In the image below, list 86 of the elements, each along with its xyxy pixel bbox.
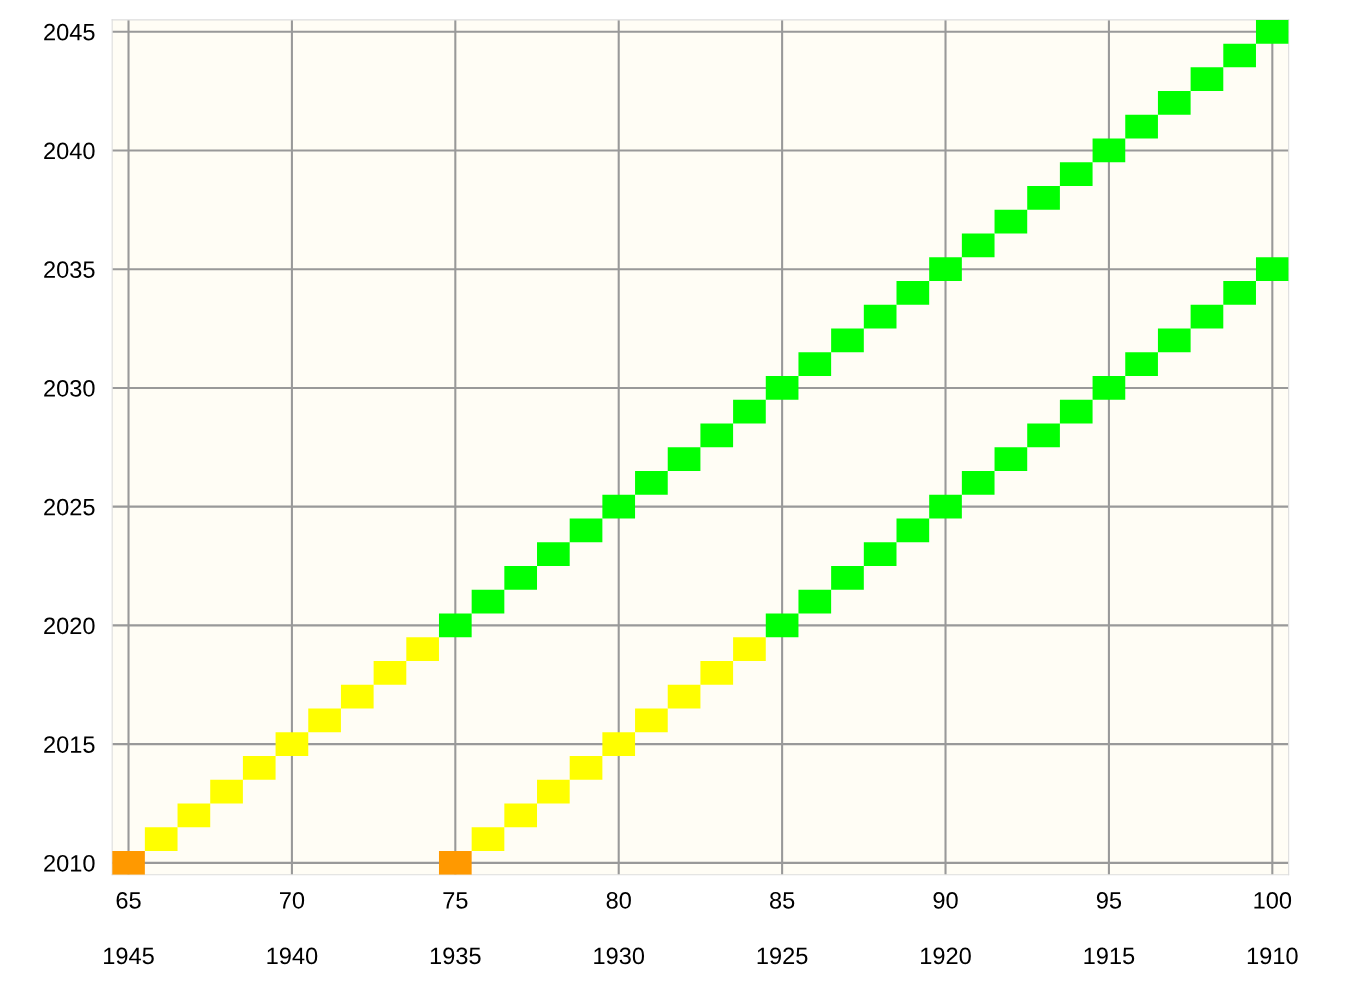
point [406, 637, 439, 662]
point [569, 755, 603, 780]
point [700, 423, 734, 448]
point [1125, 114, 1158, 139]
point [1190, 67, 1224, 92]
point [112, 850, 145, 875]
point [635, 471, 668, 495]
point [569, 518, 603, 543]
point [537, 542, 570, 567]
point [798, 352, 832, 377]
y-tick-label: 2030 [44, 380, 95, 397]
y-tick-label: 2020 [44, 617, 95, 635]
point [177, 803, 211, 828]
point [1027, 186, 1060, 210]
point [635, 708, 668, 733]
point [667, 684, 701, 709]
point [961, 471, 995, 495]
point [863, 304, 897, 329]
y-tick-label: 2045 [44, 23, 95, 41]
x-tick-label: 95 [1096, 892, 1122, 909]
point [602, 494, 636, 519]
x-tick-label: 90 [933, 892, 958, 909]
x2-tick-label: 1930 [594, 947, 645, 965]
point [961, 233, 995, 258]
point [994, 209, 1028, 234]
point [1223, 43, 1256, 68]
point [863, 542, 897, 567]
x-tick-label: 80 [606, 892, 631, 909]
x-tick-label: 85 [770, 892, 795, 909]
point [1157, 328, 1191, 353]
y-tick-label: 2035 [44, 261, 95, 278]
point [831, 328, 864, 353]
x2-tick-label: 1940 [267, 947, 318, 965]
x-tick-label: 75 [443, 892, 468, 909]
point [471, 827, 505, 851]
x2-tick-label: 1925 [757, 947, 808, 965]
point [1157, 91, 1191, 115]
point [504, 803, 538, 828]
point [765, 376, 799, 400]
y-tick-label: 2040 [44, 142, 95, 160]
x-tick-label: 100 [1254, 892, 1292, 909]
point [994, 447, 1028, 472]
point [438, 850, 472, 875]
point [537, 779, 570, 804]
point [144, 827, 178, 851]
y-tick-label: 2025 [44, 498, 95, 516]
point [340, 684, 374, 709]
point [242, 755, 276, 780]
point [1255, 19, 1289, 44]
y-tick-label: 2015 [44, 736, 95, 753]
x-tick-label: 70 [280, 892, 305, 909]
x2-tick-label: 1915 [1084, 947, 1135, 965]
point [1092, 138, 1126, 163]
point [275, 732, 309, 756]
point [373, 661, 407, 685]
x2-tick-label: 1945 [104, 947, 154, 965]
point [504, 566, 538, 590]
point [733, 399, 766, 424]
point [765, 613, 799, 638]
point [308, 708, 341, 733]
point [896, 281, 930, 305]
point [471, 589, 505, 614]
x2-tick-label: 1910 [1247, 947, 1298, 965]
point [798, 589, 832, 614]
point [1027, 423, 1060, 448]
point [1190, 304, 1224, 329]
y-tick-label: 2010 [44, 854, 95, 872]
point [1092, 376, 1126, 400]
point [438, 613, 472, 638]
point [1059, 399, 1093, 424]
point [733, 637, 766, 662]
point [831, 566, 864, 590]
point [210, 779, 243, 804]
point [1223, 281, 1256, 305]
point [667, 447, 701, 472]
point [602, 732, 636, 756]
point [700, 661, 734, 685]
x-tick-label: 65 [116, 892, 141, 909]
point [1255, 257, 1289, 282]
x2-tick-label: 1935 [430, 947, 481, 965]
point [929, 494, 962, 519]
point [1059, 162, 1093, 187]
point [1125, 352, 1158, 377]
point [896, 518, 930, 543]
point [929, 257, 962, 282]
x2-tick-label: 1920 [921, 947, 971, 965]
